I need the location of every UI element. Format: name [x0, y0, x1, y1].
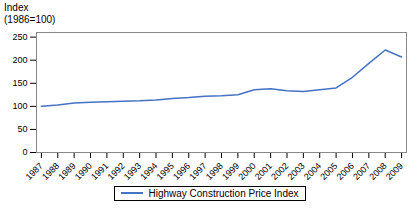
- svg-text:2008: 2008: [367, 161, 388, 182]
- svg-text:200: 200: [12, 55, 27, 65]
- svg-text:1987: 1987: [24, 161, 45, 182]
- svg-text:2006: 2006: [335, 161, 356, 182]
- html-text:(1986=100): (1986=100): [4, 14, 56, 25]
- svg-text:2002: 2002: [269, 161, 290, 182]
- svg-text:0: 0: [22, 147, 27, 157]
- svg-text:1992: 1992: [105, 161, 126, 182]
- svg-text:1995: 1995: [155, 161, 176, 182]
- svg-text:1996: 1996: [171, 161, 192, 182]
- html-text:Highway Construction Price Ind: Highway Construction Price Index: [148, 187, 299, 199]
- svg-text:1994: 1994: [138, 161, 159, 182]
- svg-text:2003: 2003: [286, 161, 307, 182]
- svg-text:2005: 2005: [318, 161, 339, 182]
- svg-text:1997: 1997: [187, 161, 208, 182]
- svg-text:2000: 2000: [236, 161, 257, 182]
- svg-text:1993: 1993: [122, 161, 143, 182]
- svg-text:2009: 2009: [384, 161, 405, 182]
- svg-text:50: 50: [17, 124, 27, 134]
- svg-text:250: 250: [12, 32, 27, 42]
- svg-text:2007: 2007: [351, 161, 372, 182]
- svg-text:1989: 1989: [56, 161, 77, 182]
- svg-text:1999: 1999: [220, 161, 241, 182]
- svg-text:2001: 2001: [253, 161, 274, 182]
- svg-text:1990: 1990: [73, 161, 94, 182]
- svg-text:2004: 2004: [302, 161, 323, 182]
- svg-text:1988: 1988: [40, 161, 61, 182]
- html-text:Index: Index: [4, 2, 29, 13]
- svg-text:1991: 1991: [89, 161, 110, 182]
- svg-text:100: 100: [12, 101, 27, 111]
- svg-text:150: 150: [12, 78, 27, 88]
- svg-text:1998: 1998: [204, 161, 225, 182]
